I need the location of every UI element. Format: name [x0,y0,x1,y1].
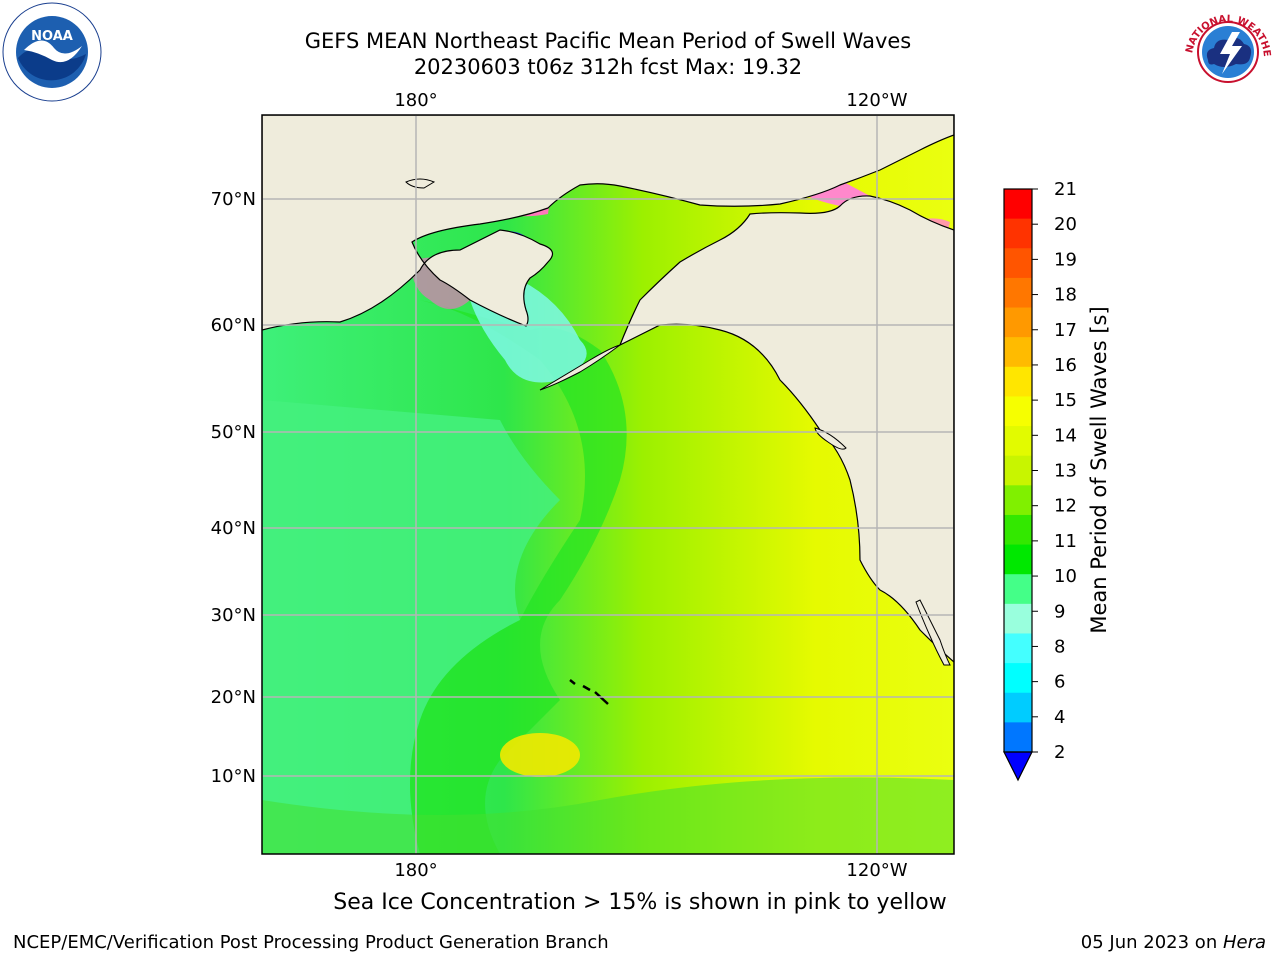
lon-label-bottom: 180° [394,860,437,881]
land-wrangel-island [405,178,436,189]
swell-region-9-10s [262,400,560,854]
colorbar-segment [1004,426,1032,457]
colorbar-tick-label: 8 [1054,636,1065,657]
colorbar-tick-label: 4 [1054,707,1065,728]
lon-label-top: 180° [394,90,437,111]
colorbar-label: Mean Period of Swell Waves [s] [1087,306,1111,633]
colorbar-segment [1004,663,1032,694]
land-island [814,427,847,450]
lat-label: 60°N [211,315,256,336]
colorbar-segment [1004,366,1032,397]
footer-date: 05 Jun 2023 on Hera [1081,932,1266,953]
colorbar-tick-label: 13 [1054,461,1077,482]
lat-label: 20°N [211,687,256,708]
colorbar-tick-label: 21 [1054,179,1077,200]
nws-logo: NATIONAL WEATHER SERVICE [1180,4,1274,98]
colorbar-tick-label: 17 [1054,320,1077,341]
land-north-america [618,195,954,663]
lon-label-top: 120°W [846,90,907,111]
colorbar-segment [1004,218,1032,249]
colorbar-segment [1004,603,1032,634]
colorbar-tick-label: 14 [1054,425,1077,446]
axis-labels: 180° 180° 120°W 120°W 70°N 60°N 50°N 40°N 30°N 20… [211,90,908,881]
colorbar-segment [1004,307,1032,338]
colorbar-segment [1004,277,1032,309]
colorbar-segment [1004,692,1032,723]
colorbar-segment [1004,248,1032,279]
noaa-logo: NOAA [2,2,102,102]
lat-label: 30°N [211,605,256,626]
colorbar-tick-label: 11 [1054,531,1077,552]
colorbar-segment [1004,514,1032,546]
chart-subtitle: 20230603 t06z 312h fcst Max: 19.32 [413,55,803,79]
colorbar-tick-label: 18 [1054,285,1077,306]
map-area [262,115,954,854]
footer-date-text: 05 Jun 2023 on [1080,932,1223,953]
colorbar-tick-label: 15 [1054,390,1077,411]
swell-region-south [262,777,954,854]
chart-title: GEFS MEAN Northeast Pacific Mean Period … [304,29,912,53]
colorbar: 21 20 19 18 17 16 15 14 13 12 11 10 9 8 6 4 2 [1003,179,1077,782]
swell-region-15s [500,733,580,777]
footer-machine: Hera [1222,932,1266,953]
colorbar-tick-label: 2 [1054,742,1065,763]
colorbar-tick-label: 9 [1054,601,1065,622]
footer-credit: NCEP/EMC/Verification Post Processing Pr… [13,932,609,953]
lat-label: 70°N [211,189,256,210]
sea-ice-note: Sea Ice Concentration > 15% is shown in … [333,890,947,915]
colorbar-segment [1004,574,1032,605]
lat-label: 50°N [211,422,256,443]
colorbar-segment [1004,455,1032,486]
colorbar-tick-label: 16 [1054,355,1077,376]
map-frame [261,114,955,855]
colorbar-segment [1004,722,1032,753]
colorbar-segment [1004,544,1032,575]
colorbar-tick-label: 20 [1054,214,1077,235]
colorbar-segment [1004,396,1032,427]
colorbar-segment [1004,189,1032,220]
land-baja [915,599,951,666]
gridlines [262,115,954,854]
colorbar-segment [1004,633,1032,664]
colorbar-segment [1004,337,1032,368]
swell-region-10-11s [410,300,627,854]
colorbar-tick-label: 6 [1054,672,1065,693]
land-hawaii [569,679,609,705]
lon-label-bottom: 120°W [846,860,907,881]
lat-label: 40°N [211,518,256,539]
colorbar-tick-label: 12 [1054,496,1077,517]
land-alaska-peninsula [539,344,621,391]
colorbar-under-arrow [1003,751,1033,782]
lat-label: 10°N [211,766,256,787]
colorbar-tick-label: 19 [1054,249,1077,270]
noaa-logo-text: NOAA [31,29,73,44]
colorbar-tick-label: 10 [1054,566,1077,587]
colorbar-segment [1004,485,1032,516]
